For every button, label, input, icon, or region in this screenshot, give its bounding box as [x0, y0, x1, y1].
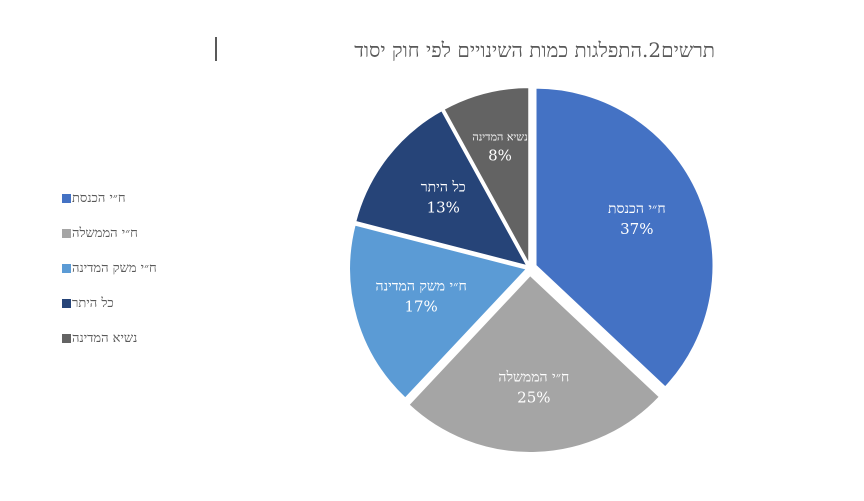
slice-value-label-knesset: 37%: [620, 220, 653, 238]
legend-swatch-other: [62, 298, 71, 308]
legend: ח״י הכנסת ח״י הממשלה ח״י משק המדינה כל ה…: [62, 186, 212, 361]
title-cursor-bar: [215, 37, 217, 61]
slice-category-label-knesset: ח״י הכנסת: [608, 201, 666, 217]
legend-label-government: ח״י הממשלה: [72, 226, 138, 241]
pie-slice-other: [354, 109, 529, 268]
legend-label-state-economy: ח״י משק המדינה: [72, 261, 157, 276]
chart-title: תרשים2.התפלגות כמות השינויים לפי חוק יסו…: [354, 38, 715, 62]
slice-value-label-president: 8%: [488, 146, 512, 164]
slice-value-label-state-economy: 17%: [404, 298, 437, 316]
legend-item-knesset: ח״י הכנסת: [62, 186, 212, 210]
slice-value-label-other: 13%: [427, 199, 460, 217]
legend-label-knesset: ח״י הכנסת: [72, 191, 126, 206]
legend-item-state-economy: ח״י משק המדינה: [62, 256, 212, 280]
pie-slice-president: [442, 86, 531, 267]
legend-swatch-government: [62, 228, 71, 238]
legend-label-other: כל היתר: [72, 296, 114, 311]
pie-slice-government: [407, 273, 661, 454]
legend-item-government: ח״י הממשלה: [62, 221, 212, 245]
legend-swatch-president: [62, 333, 71, 343]
slice-category-label-state-economy: ח״י משק המדינה: [376, 279, 467, 295]
slice-category-label-government: ח״י הממשלה: [498, 370, 569, 386]
slice-category-label-president: נשיא המדינה: [472, 130, 527, 143]
legend-swatch-knesset: [62, 193, 71, 203]
legend-swatch-state-economy: [62, 263, 71, 273]
legend-item-other: כל היתר: [62, 291, 212, 315]
pie-slice-state-economy: [348, 223, 529, 400]
slice-value-label-government: 25%: [517, 389, 550, 407]
legend-label-president: נשיא המדינה: [72, 331, 138, 346]
pie-slice-knesset: [534, 86, 715, 389]
legend-item-president: נשיא המדינה: [62, 326, 212, 350]
slice-category-label-other: כל היתר: [421, 180, 466, 196]
